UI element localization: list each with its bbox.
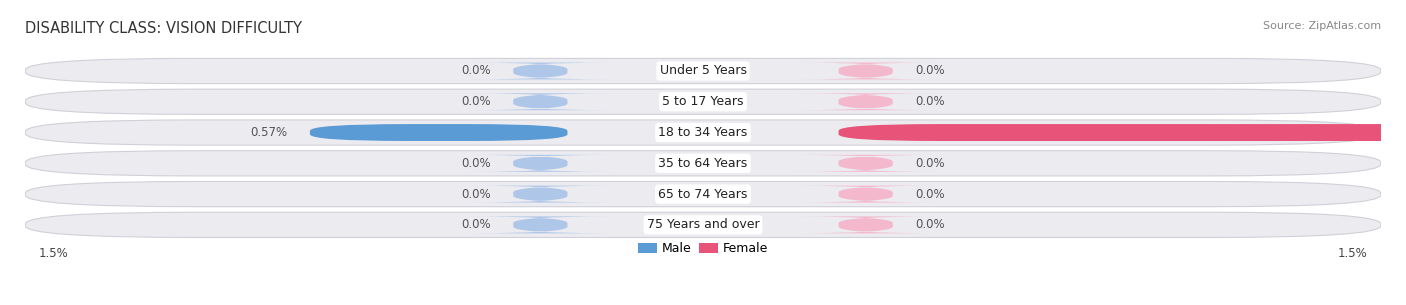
FancyBboxPatch shape <box>25 212 1381 238</box>
Text: 0.0%: 0.0% <box>915 64 945 77</box>
Text: 0.0%: 0.0% <box>461 218 491 231</box>
Legend: Male, Female: Male, Female <box>633 237 773 260</box>
Text: 5 to 17 Years: 5 to 17 Years <box>662 95 744 108</box>
Text: 35 to 64 Years: 35 to 64 Years <box>658 157 748 170</box>
FancyBboxPatch shape <box>793 155 938 172</box>
FancyBboxPatch shape <box>793 63 938 79</box>
FancyBboxPatch shape <box>468 217 613 233</box>
FancyBboxPatch shape <box>309 124 568 141</box>
FancyBboxPatch shape <box>25 58 1381 84</box>
FancyBboxPatch shape <box>25 89 1381 114</box>
FancyBboxPatch shape <box>468 63 613 79</box>
Text: 1.5%: 1.5% <box>39 247 69 260</box>
Text: 0.0%: 0.0% <box>461 95 491 108</box>
Text: 0.57%: 0.57% <box>250 126 287 139</box>
Text: 75 Years and over: 75 Years and over <box>647 218 759 231</box>
FancyBboxPatch shape <box>25 181 1381 207</box>
Text: Under 5 Years: Under 5 Years <box>659 64 747 77</box>
FancyBboxPatch shape <box>25 151 1381 176</box>
FancyBboxPatch shape <box>468 93 613 110</box>
FancyBboxPatch shape <box>793 186 938 203</box>
Text: 1.5%: 1.5% <box>1337 247 1367 260</box>
Text: Source: ZipAtlas.com: Source: ZipAtlas.com <box>1263 21 1381 31</box>
Text: DISABILITY CLASS: VISION DIFFICULTY: DISABILITY CLASS: VISION DIFFICULTY <box>25 21 302 36</box>
FancyBboxPatch shape <box>838 124 1406 141</box>
Text: 0.0%: 0.0% <box>915 157 945 170</box>
Text: 0.0%: 0.0% <box>915 188 945 201</box>
Text: 18 to 34 Years: 18 to 34 Years <box>658 126 748 139</box>
FancyBboxPatch shape <box>25 120 1381 145</box>
Text: 65 to 74 Years: 65 to 74 Years <box>658 188 748 201</box>
FancyBboxPatch shape <box>793 217 938 233</box>
Text: 0.0%: 0.0% <box>461 188 491 201</box>
FancyBboxPatch shape <box>793 93 938 110</box>
Text: 0.0%: 0.0% <box>461 157 491 170</box>
Text: 0.0%: 0.0% <box>915 95 945 108</box>
Text: 0.0%: 0.0% <box>461 64 491 77</box>
FancyBboxPatch shape <box>468 155 613 172</box>
Text: 0.0%: 0.0% <box>915 218 945 231</box>
FancyBboxPatch shape <box>468 186 613 203</box>
